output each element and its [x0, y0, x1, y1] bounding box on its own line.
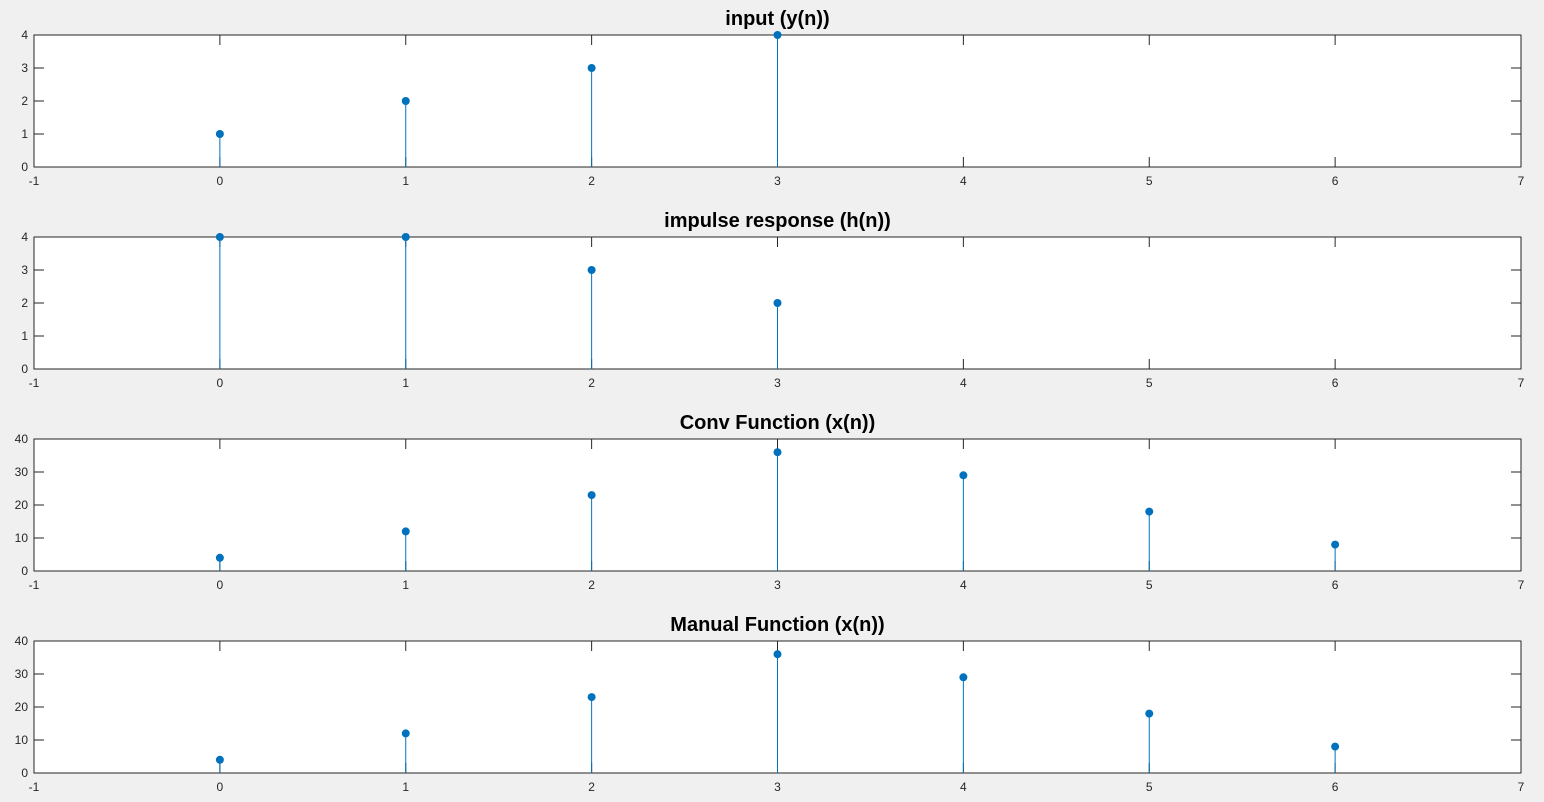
x-tick-label: 0	[217, 376, 224, 390]
stem-marker	[773, 650, 782, 659]
x-tick-label: -1	[29, 780, 40, 794]
stem-marker	[1145, 507, 1154, 516]
y-tick-label: 3	[21, 61, 28, 75]
y-tick-label: 10	[15, 733, 29, 747]
x-tick-label: 5	[1146, 578, 1153, 592]
x-tick-label: 3	[774, 578, 781, 592]
subplot-4: Manual Function (x(n))-1 0 1 2 3 4 5 6 701020304…	[15, 614, 1525, 794]
y-tick-label: 0	[21, 160, 28, 174]
x-tick-label: 5	[1146, 376, 1153, 390]
x-tick-label: 4	[960, 174, 967, 188]
y-tick-label: 30	[15, 667, 29, 681]
stem-marker	[1145, 709, 1154, 718]
y-tick-label: 2	[21, 94, 28, 108]
y-tick-label: 4	[21, 28, 28, 42]
stem-marker	[773, 31, 782, 39]
stem-marker	[215, 233, 224, 241]
stem-marker	[401, 97, 410, 105]
y-tick-label: 40	[15, 634, 29, 648]
y-tick-label: 1	[21, 329, 28, 343]
y-tick-label: 40	[15, 432, 29, 446]
x-tick-label: 2	[588, 780, 595, 794]
y-tick-label: 0	[21, 564, 28, 578]
stem-marker	[1331, 742, 1340, 751]
x-tick-label: 6	[1332, 376, 1339, 390]
x-tick-label: 7	[1518, 578, 1525, 592]
x-tick-label: 6	[1332, 578, 1339, 592]
stem-marker	[959, 673, 968, 682]
x-tick-label: 1	[402, 578, 409, 592]
x-tick-label: -1	[29, 376, 40, 390]
y-tick-label: 0	[21, 766, 28, 780]
stem-marker	[215, 553, 224, 562]
y-tick-label: 20	[15, 700, 29, 714]
x-tick-label: 4	[960, 780, 967, 794]
x-tick-label: 1	[402, 174, 409, 188]
stem-marker	[401, 233, 410, 241]
x-tick-label: -1	[29, 578, 40, 592]
stem-marker	[587, 693, 596, 702]
x-tick-label: 5	[1146, 174, 1153, 188]
x-tick-label: 0	[217, 578, 224, 592]
x-tick-label: 7	[1518, 780, 1525, 794]
x-tick-label: 2	[588, 376, 595, 390]
stem-marker	[587, 266, 596, 274]
stem-marker	[401, 729, 410, 738]
x-tick-label: 3	[774, 780, 781, 794]
y-tick-label: 4	[21, 230, 28, 244]
plot-title: Conv Function (x(n))	[680, 412, 876, 434]
y-tick-label: 2	[21, 296, 28, 310]
plot-title: impulse response (h(n))	[664, 210, 891, 232]
x-tick-label: 4	[960, 376, 967, 390]
stem-marker	[215, 755, 224, 764]
plot-title: input (y(n))	[725, 8, 829, 30]
x-tick-label: 7	[1518, 174, 1525, 188]
x-tick-label: 6	[1332, 780, 1339, 794]
x-tick-label: 0	[217, 174, 224, 188]
stem-marker	[215, 130, 224, 138]
x-tick-label: 1	[402, 376, 409, 390]
stem-marker	[401, 527, 410, 536]
y-tick-label: 30	[15, 465, 29, 479]
stem-marker	[959, 471, 968, 480]
x-tick-label: 2	[588, 578, 595, 592]
stem-marker	[773, 299, 782, 307]
x-tick-label: 7	[1518, 376, 1525, 390]
stem-marker	[587, 491, 596, 500]
stem-marker	[1331, 540, 1340, 549]
x-tick-label: 4	[960, 578, 967, 592]
y-tick-label: 1	[21, 127, 28, 141]
x-tick-label: 5	[1146, 780, 1153, 794]
x-tick-label: 2	[588, 174, 595, 188]
y-tick-label: 3	[21, 263, 28, 277]
x-tick-label: 3	[774, 174, 781, 188]
stem-marker	[773, 448, 782, 457]
x-tick-label: 0	[217, 780, 224, 794]
x-tick-label: 3	[774, 376, 781, 390]
plot-title: Manual Function (x(n))	[670, 614, 884, 636]
y-tick-label: 0	[21, 362, 28, 376]
x-tick-label: 6	[1332, 174, 1339, 188]
y-tick-label: 20	[15, 498, 29, 512]
stem-marker	[587, 64, 596, 72]
x-tick-label: 1	[402, 780, 409, 794]
x-tick-label: -1	[29, 174, 40, 188]
y-tick-label: 10	[15, 531, 29, 545]
